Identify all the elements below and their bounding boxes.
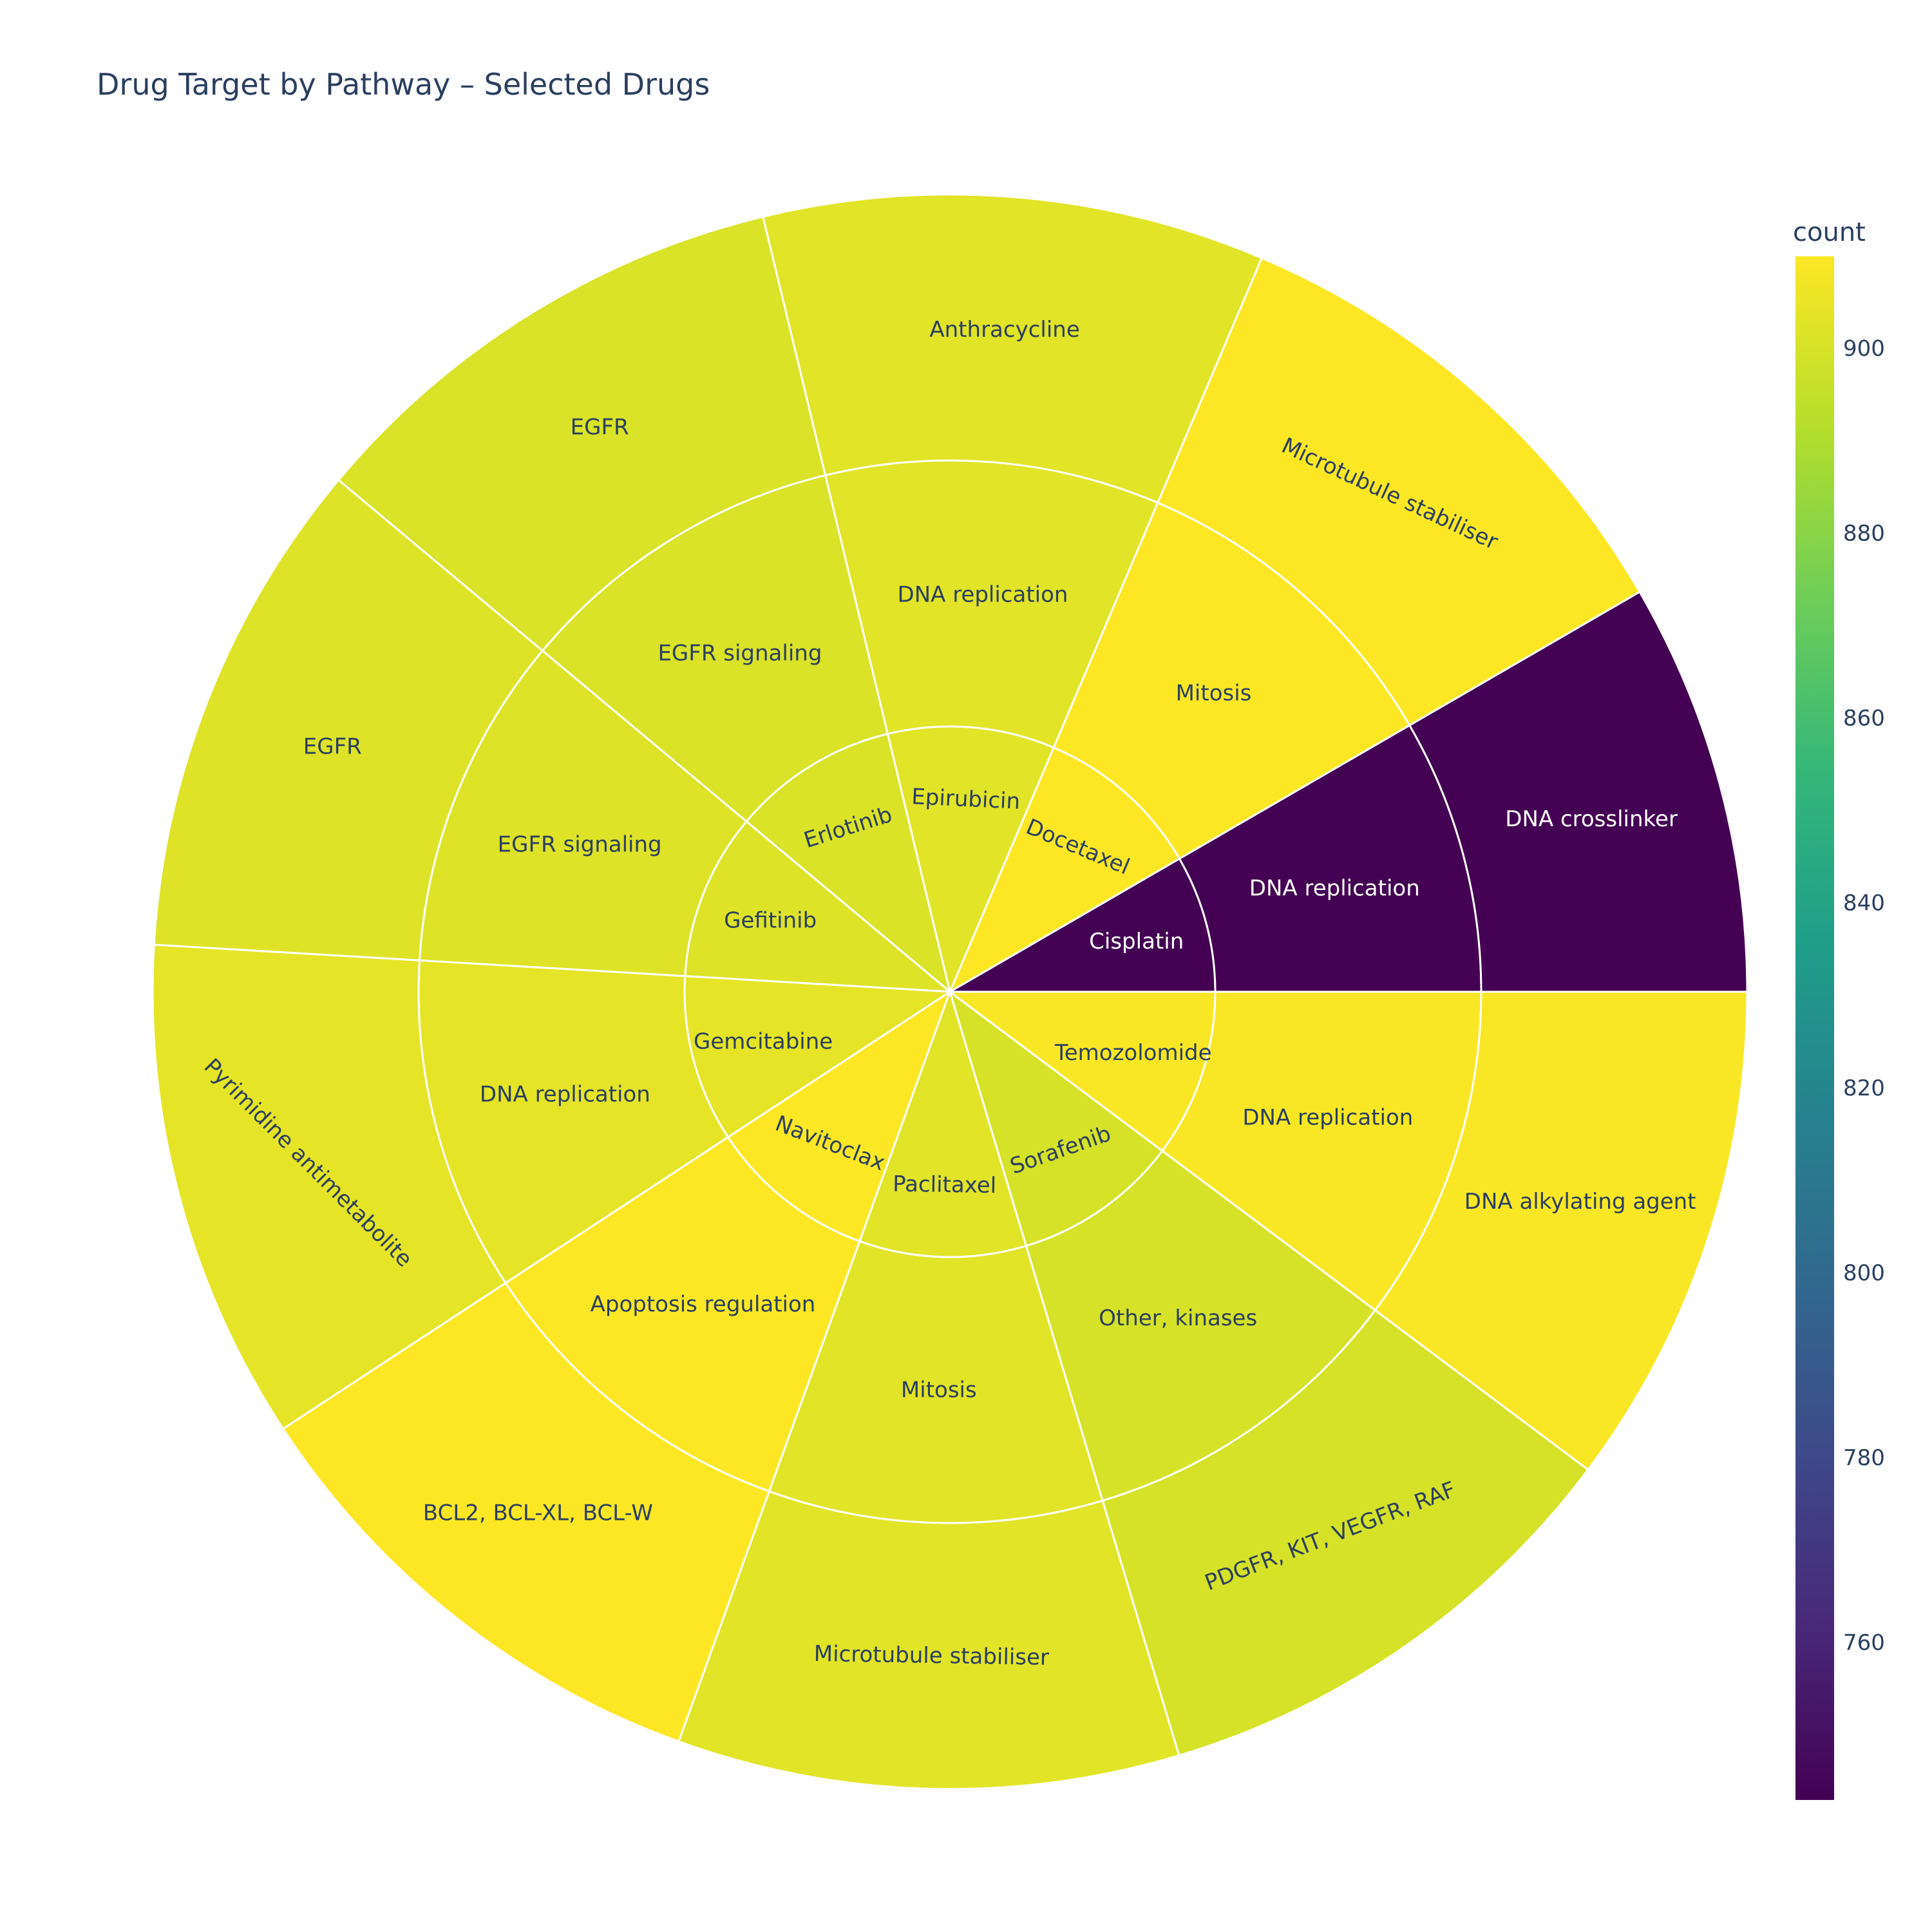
pathway-label-paclitaxel: Mitosis (901, 1377, 977, 1403)
colorbar-tick-780: 780 (1843, 1445, 1885, 1471)
target-label-navitoclax: BCL2, BCL-XL, BCL-W (423, 1500, 653, 1526)
colorbar-tick-800: 800 (1843, 1260, 1885, 1286)
colorbar-tick-880: 880 (1843, 521, 1885, 547)
pathway-label-gefitinib: EGFR signaling (498, 832, 662, 858)
colorbar-tick-760: 760 (1843, 1630, 1885, 1656)
colorbar-tick-840: 840 (1843, 891, 1885, 916)
target-sector-temozolomide[interactable] (1374, 990, 1748, 1472)
pathway-label-sorafenib: Other, kinases (1099, 1305, 1257, 1331)
pathway-label-temozolomide: DNA replication (1242, 1104, 1413, 1130)
drug-label-gefitinib: Gefitinib (724, 907, 817, 933)
pathway-label-cisplatin: DNA replication (1249, 875, 1420, 901)
pathway-label-erlotinib: EGFR signaling (658, 640, 822, 666)
colorbar-tick-860: 860 (1843, 706, 1885, 732)
chart-title: Drug Target by Pathway – Selected Drugs (97, 67, 710, 102)
target-label-gefitinib: EGFR (303, 734, 362, 759)
pathway-label-docetaxel: Mitosis (1176, 680, 1252, 706)
pathway-label-navitoclax: Apoptosis regulation (591, 1291, 816, 1317)
drug-label-paclitaxel: Paclitaxel (893, 1171, 997, 1198)
target-label-paclitaxel: Microtubule stabiliser (814, 1641, 1050, 1671)
target-label-temozolomide: DNA alkylating agent (1464, 1189, 1696, 1215)
target-sector-sorafenib[interactable] (1101, 1309, 1590, 1757)
colorbar-title: count (1793, 218, 1866, 247)
pathway-label-epirubicin: DNA replication (898, 582, 1068, 608)
colorbar-gradient (1795, 256, 1834, 1800)
target-sector-navitoclax[interactable] (281, 1282, 771, 1743)
drug-label-gemcitabine: Gemcitabine (694, 1028, 833, 1054)
pathway-label-gemcitabine: DNA replication (480, 1081, 650, 1107)
drug-label-epirubicin: Epirubicin (911, 784, 1021, 815)
target-label-cisplatin: DNA crosslinker (1505, 806, 1678, 832)
colorbar-tick-900: 900 (1843, 336, 1885, 362)
target-label-erlotinib: EGFR (571, 414, 629, 440)
target-sector-gefitinib[interactable] (153, 478, 544, 961)
drug-label-cisplatin: Cisplatin (1089, 929, 1184, 954)
drug-label-temozolomide: Temozolomide (1054, 1040, 1212, 1066)
colorbar-tick-820: 820 (1843, 1075, 1885, 1101)
target-sector-erlotinib[interactable] (337, 215, 827, 652)
target-sector-docetaxel[interactable] (1156, 256, 1642, 727)
target-label-epirubicin: Anthracycline (929, 317, 1079, 343)
